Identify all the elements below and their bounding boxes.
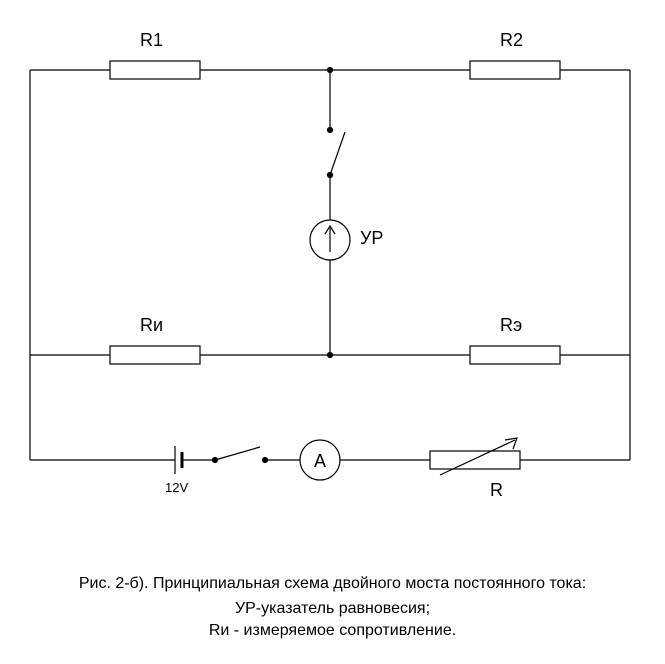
resistor-re (470, 346, 560, 364)
ri-label: Rи (140, 315, 163, 336)
circuit-svg: А (0, 0, 665, 659)
r2-label: R2 (500, 30, 523, 51)
r-label: R (490, 480, 503, 501)
resistor-ri (110, 346, 200, 364)
voltage-label: 12V (165, 480, 188, 495)
resistor-r2 (470, 61, 560, 79)
caption-line2: УР-указатель равновесия; (0, 600, 665, 618)
resistor-r1 (110, 61, 200, 79)
variable-resistor-r (430, 451, 520, 469)
re-label: Rэ (500, 315, 522, 336)
ammeter-label: А (314, 451, 326, 471)
ur-label: УР (360, 228, 383, 249)
r1-label: R1 (140, 30, 163, 51)
caption-line1: Рис. 2-б). Принципиальная схема двойного… (0, 575, 665, 593)
circuit-diagram: А R1 R2 Rи Rэ УР R 12V Рис. 2-б). Принци… (0, 0, 665, 659)
caption-line3: Rи - измеряемое сопротивление. (0, 622, 665, 640)
